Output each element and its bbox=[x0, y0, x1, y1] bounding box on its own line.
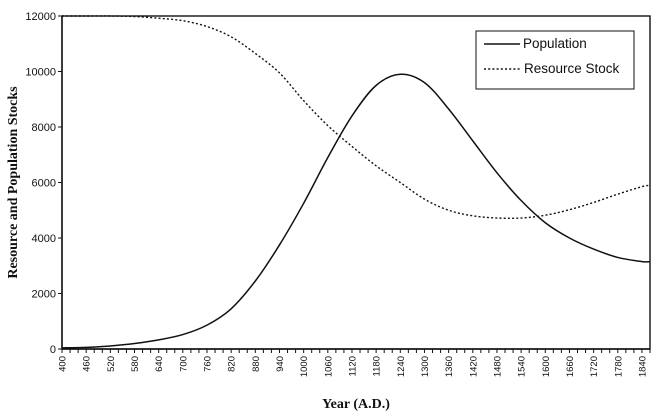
legend-label-population: Population bbox=[523, 36, 587, 51]
x-tick-label: 580 bbox=[130, 356, 141, 372]
legend-box bbox=[475, 30, 635, 90]
x-tick-label: 1240 bbox=[396, 356, 407, 377]
x-tick-label: 760 bbox=[202, 356, 213, 372]
x-tick-label: 700 bbox=[178, 356, 189, 372]
x-tick-label: 1420 bbox=[468, 356, 479, 377]
x-tick-label: 1000 bbox=[299, 356, 310, 377]
y-tick-label: 8000 bbox=[32, 122, 56, 134]
y-tick-label: 12000 bbox=[25, 11, 56, 23]
legend-label-resource-stock: Resource Stock bbox=[524, 61, 620, 76]
x-tick-label: 1720 bbox=[589, 356, 600, 377]
y-tick-label: 6000 bbox=[32, 178, 56, 190]
legend: Population Resource Stock bbox=[475, 30, 635, 90]
x-tick-label: 1300 bbox=[420, 356, 431, 377]
y-tick-label: 4000 bbox=[32, 233, 56, 245]
x-tick-label: 1540 bbox=[517, 356, 528, 377]
x-tick-label: 460 bbox=[82, 356, 93, 372]
x-tick-label: 820 bbox=[227, 356, 238, 372]
x-tick-label: 1780 bbox=[613, 356, 624, 377]
x-ticks: 400 460 520 580 640 700 760 820 880 940 1000 1060 11… bbox=[58, 349, 651, 377]
y-tick-label: 0 bbox=[50, 344, 56, 356]
x-tick-label: 880 bbox=[251, 356, 262, 372]
x-tick-label: 400 bbox=[58, 356, 69, 372]
series-line-population bbox=[61, 73, 651, 349]
x-tick-label: 520 bbox=[106, 356, 117, 372]
x-axis-title: Year (A.D.) bbox=[322, 397, 390, 412]
x-tick-label: 640 bbox=[154, 356, 165, 372]
x-tick-label: 1360 bbox=[444, 356, 455, 377]
x-tick-label: 1180 bbox=[372, 356, 383, 376]
series-group bbox=[61, 15, 651, 349]
y-axis-title: Resource and Population Stocks bbox=[6, 86, 21, 279]
series-line-resource-stock bbox=[61, 15, 651, 220]
y-tick-label: 10000 bbox=[25, 67, 56, 79]
y-tick-label: 2000 bbox=[32, 289, 56, 301]
y-ticks: 0 2000 4000 6000 8000 10000 12000 bbox=[25, 11, 62, 356]
x-tick-label: 940 bbox=[275, 356, 286, 372]
x-tick-label: 1480 bbox=[492, 356, 503, 377]
x-tick-label: 1660 bbox=[565, 356, 576, 377]
x-tick-label: 1060 bbox=[323, 356, 334, 377]
x-tick-label: 1600 bbox=[541, 356, 552, 377]
x-tick-label: 1840 bbox=[637, 356, 648, 377]
x-tick-label: 1120 bbox=[347, 356, 358, 376]
